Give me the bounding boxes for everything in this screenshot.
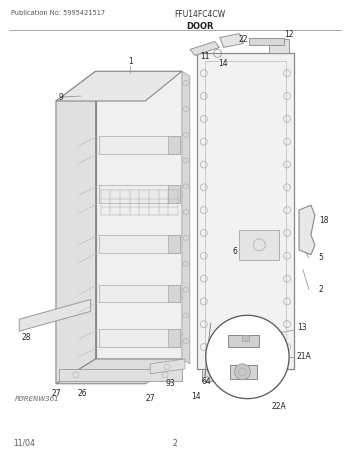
Polygon shape bbox=[228, 335, 259, 347]
Polygon shape bbox=[269, 39, 289, 53]
Text: 13: 13 bbox=[297, 323, 307, 332]
Text: PØRENW361: PØRENW361 bbox=[15, 395, 60, 402]
Polygon shape bbox=[56, 359, 182, 384]
Text: 26: 26 bbox=[78, 389, 88, 398]
Text: 2: 2 bbox=[318, 285, 323, 294]
Text: 6: 6 bbox=[232, 247, 237, 256]
Polygon shape bbox=[150, 359, 185, 374]
Polygon shape bbox=[243, 335, 250, 341]
Text: 2: 2 bbox=[173, 439, 177, 448]
Polygon shape bbox=[182, 71, 190, 364]
Text: 5: 5 bbox=[318, 253, 323, 262]
Text: 32: 32 bbox=[217, 377, 226, 386]
Text: FFU14FC4CW: FFU14FC4CW bbox=[174, 10, 225, 19]
Text: 1: 1 bbox=[128, 57, 133, 66]
Text: 27: 27 bbox=[145, 394, 155, 403]
Polygon shape bbox=[168, 329, 180, 347]
Text: 28: 28 bbox=[21, 333, 31, 342]
Polygon shape bbox=[197, 53, 294, 369]
Text: 9: 9 bbox=[58, 92, 63, 101]
Text: 11/04: 11/04 bbox=[13, 439, 35, 448]
Polygon shape bbox=[239, 230, 279, 260]
Text: 22A: 22A bbox=[272, 402, 287, 411]
Polygon shape bbox=[220, 34, 244, 48]
Text: 11: 11 bbox=[200, 52, 210, 61]
Polygon shape bbox=[59, 369, 182, 381]
Polygon shape bbox=[168, 284, 180, 303]
Text: 27: 27 bbox=[51, 389, 61, 398]
Polygon shape bbox=[56, 71, 182, 101]
Text: DOOR: DOOR bbox=[186, 22, 214, 31]
Text: 12: 12 bbox=[284, 30, 294, 39]
Polygon shape bbox=[202, 369, 237, 381]
Polygon shape bbox=[168, 136, 180, 154]
Polygon shape bbox=[99, 329, 180, 347]
Polygon shape bbox=[99, 185, 180, 203]
Text: 18: 18 bbox=[319, 216, 329, 225]
Circle shape bbox=[234, 364, 250, 380]
Text: 14: 14 bbox=[191, 392, 201, 401]
Text: 22: 22 bbox=[239, 35, 248, 44]
Polygon shape bbox=[230, 365, 257, 379]
Text: 64: 64 bbox=[202, 377, 212, 386]
Text: 93: 93 bbox=[165, 379, 175, 388]
Polygon shape bbox=[19, 299, 91, 331]
Text: 21A: 21A bbox=[296, 352, 312, 361]
Polygon shape bbox=[168, 235, 180, 253]
Text: Publication No: 5995421517: Publication No: 5995421517 bbox=[11, 10, 105, 16]
Text: 14: 14 bbox=[218, 59, 228, 68]
Circle shape bbox=[206, 315, 289, 399]
Polygon shape bbox=[190, 42, 220, 55]
Polygon shape bbox=[168, 185, 180, 203]
Polygon shape bbox=[56, 71, 96, 384]
Polygon shape bbox=[96, 71, 182, 359]
Polygon shape bbox=[99, 235, 180, 253]
Polygon shape bbox=[299, 205, 315, 255]
Polygon shape bbox=[99, 136, 180, 154]
Polygon shape bbox=[99, 284, 180, 303]
Polygon shape bbox=[250, 38, 284, 45]
